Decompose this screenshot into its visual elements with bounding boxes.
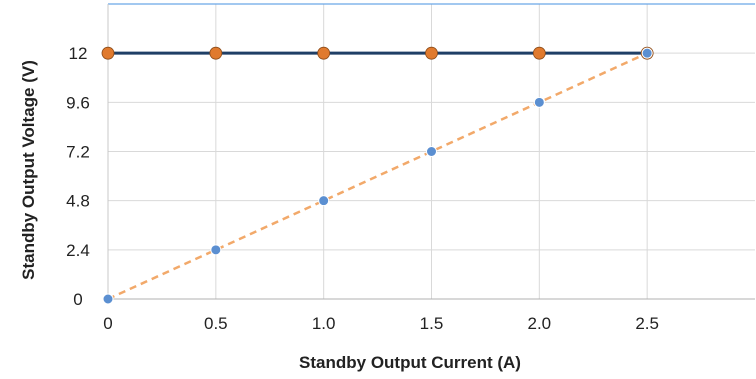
y-tick-label-1: 2.4 <box>66 241 90 260</box>
y-tick-label-2: 4.8 <box>66 192 90 211</box>
y-tick-label-0: 0 <box>73 290 82 309</box>
x-tick-label-1: 0.5 <box>204 314 228 333</box>
series-2-point-5 <box>641 47 653 59</box>
x-tick-label-5: 2.5 <box>635 314 659 333</box>
series-1-point-1 <box>209 46 223 60</box>
series-2-point-3 <box>426 146 437 157</box>
x-tick-label-2: 1.0 <box>312 314 336 333</box>
series-2-point-1 <box>210 244 222 256</box>
series-2-point-4 <box>533 96 545 108</box>
series-2-line <box>107 52 648 301</box>
y-axis-title: Standby Output Voltage (V) <box>19 60 38 280</box>
series-1-point-3 <box>425 46 438 60</box>
series-2-point-0 <box>102 293 114 305</box>
x-axis-title: Standby Output Current (A) <box>299 353 521 372</box>
series-group <box>101 46 654 305</box>
y-tick-label-4: 9.6 <box>66 93 90 112</box>
y-tick-label-5: 12 <box>69 44 88 63</box>
tick-labels: 0 0.5 1.0 1.5 2.0 2.5 0 2.4 4.8 7.2 9.6 12 <box>66 44 659 333</box>
series-1-point-0 <box>101 46 115 60</box>
series-1-point-2 <box>317 46 331 60</box>
series-2-point-2 <box>318 195 330 207</box>
series-1-point-4 <box>532 46 546 60</box>
x-tick-label-0: 0 <box>103 314 112 333</box>
x-tick-label-4: 2.0 <box>528 314 552 333</box>
y-tick-label-3: 7.2 <box>66 143 90 162</box>
x-tick-label-3: 1.5 <box>420 314 444 333</box>
